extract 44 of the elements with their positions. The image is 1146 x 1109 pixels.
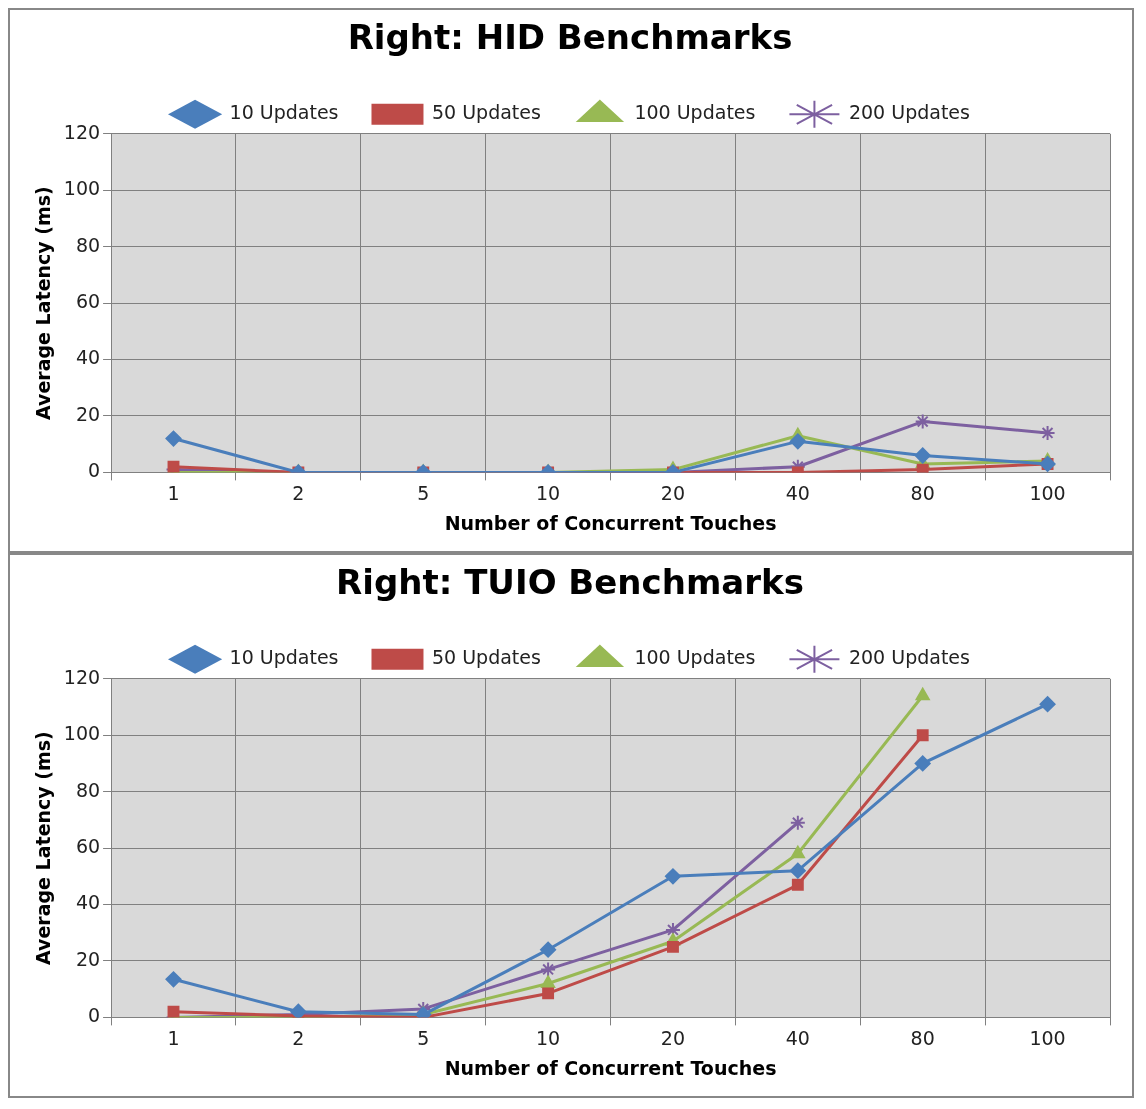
x-tick-label: 5 bbox=[417, 1026, 430, 1049]
chart-title: Right: TUIO Benchmarks bbox=[336, 562, 804, 603]
x-tick-label: 1 bbox=[167, 481, 180, 504]
y-tick-label: 40 bbox=[75, 346, 101, 369]
legend-label: 50 Updates bbox=[431, 646, 541, 669]
x-tick-label: 20 bbox=[660, 481, 686, 504]
y-tick-label: 100 bbox=[63, 177, 101, 200]
y-tick-label: 60 bbox=[75, 290, 101, 313]
legend-label: 50 Updates bbox=[431, 101, 541, 124]
legend-label: 100 Updates bbox=[634, 101, 756, 124]
x-tick-label: 10 bbox=[536, 1026, 561, 1049]
y-tick-label: 20 bbox=[75, 947, 101, 970]
y-tick-label: 40 bbox=[75, 891, 101, 914]
legend-label: 200 Updates bbox=[848, 646, 970, 669]
x-tick-label: 100 bbox=[1029, 481, 1066, 504]
x-tick-label: 1 bbox=[167, 1026, 180, 1049]
y-axis-title: Average Latency (ms) bbox=[32, 186, 55, 420]
legend-label: 10 Updates bbox=[229, 646, 339, 669]
x-tick-label: 100 bbox=[1029, 1026, 1066, 1049]
y-tick-label: 60 bbox=[75, 835, 101, 858]
y-tick-label: 20 bbox=[75, 402, 101, 425]
y-axis-title: Average Latency (ms) bbox=[32, 731, 55, 965]
y-tick-label: 0 bbox=[87, 459, 101, 482]
legend-label: 100 Updates bbox=[634, 646, 756, 669]
x-tick-label: 80 bbox=[910, 1026, 935, 1049]
y-tick-label: 80 bbox=[75, 233, 101, 256]
x-tick-label: 2 bbox=[292, 481, 305, 504]
chart-title: Right: HID Benchmarks bbox=[347, 17, 793, 58]
x-tick-label: 40 bbox=[785, 1026, 810, 1049]
x-axis-title: Number of Concurrent Touches bbox=[444, 1056, 777, 1079]
x-tick-label: 10 bbox=[536, 481, 561, 504]
x-tick-label: 40 bbox=[785, 481, 810, 504]
x-tick-label: 80 bbox=[910, 481, 935, 504]
y-tick-label: 120 bbox=[63, 120, 101, 143]
y-tick-label: 0 bbox=[87, 1004, 101, 1027]
y-tick-label: 80 bbox=[75, 778, 101, 801]
y-tick-label: 120 bbox=[63, 665, 101, 688]
x-tick-label: 20 bbox=[660, 1026, 686, 1049]
x-axis-title: Number of Concurrent Touches bbox=[444, 511, 777, 534]
legend-label: 200 Updates bbox=[848, 101, 970, 124]
legend-label: 10 Updates bbox=[229, 101, 339, 124]
x-tick-label: 5 bbox=[417, 481, 430, 504]
y-tick-label: 100 bbox=[63, 722, 101, 745]
x-tick-label: 2 bbox=[292, 1026, 305, 1049]
